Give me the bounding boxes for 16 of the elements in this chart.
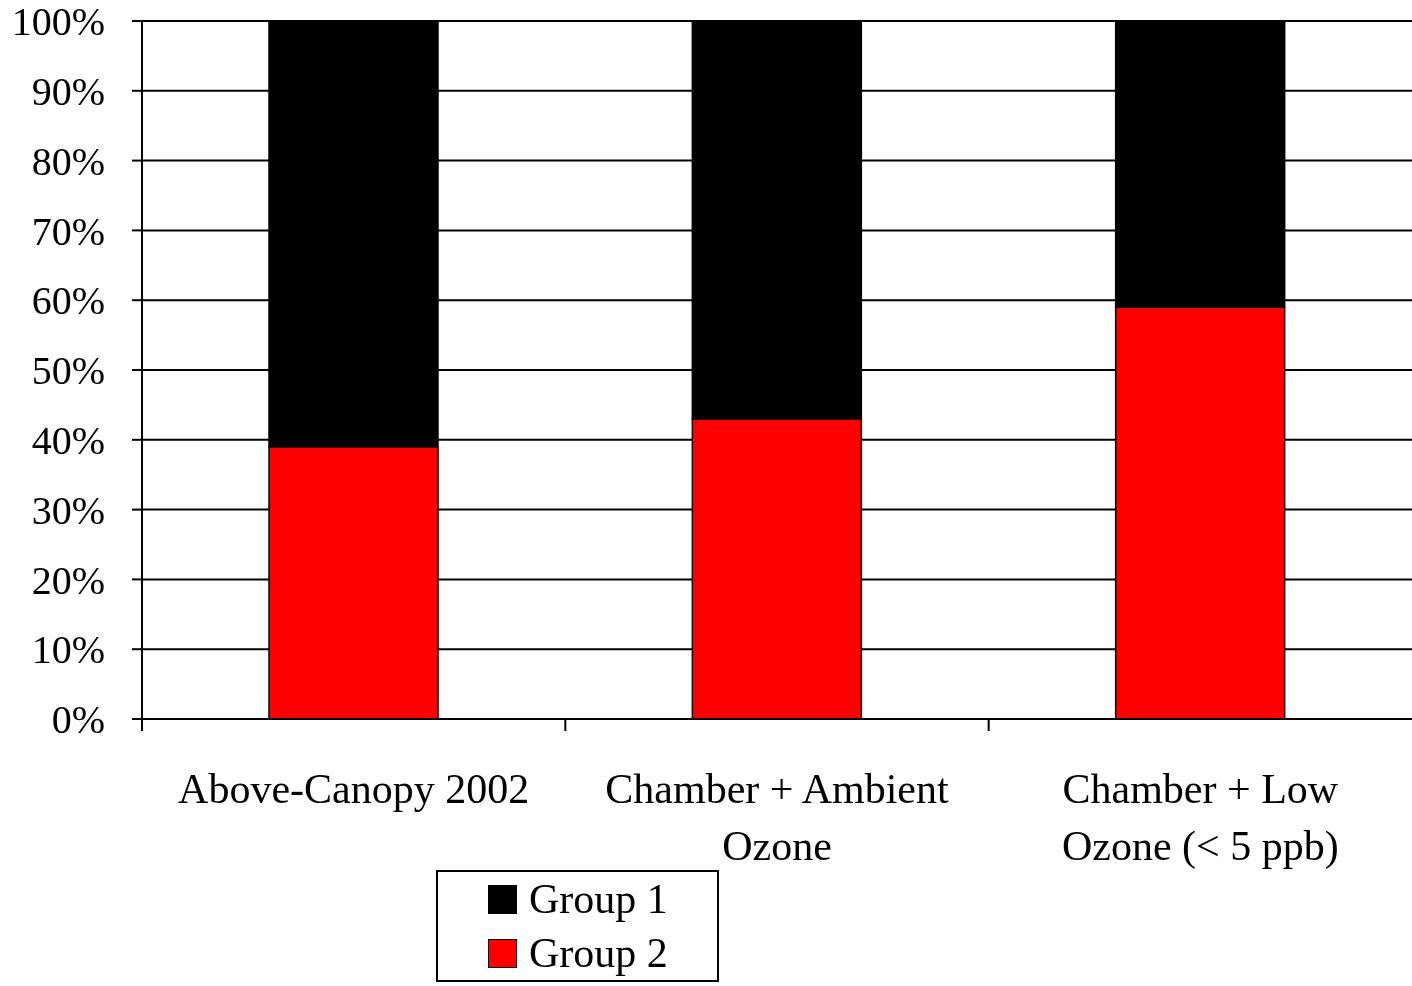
y-tick-label: 60% (31, 278, 105, 324)
y-tick-label: 40% (31, 418, 105, 463)
legend-label: Group 1 (529, 876, 668, 922)
y-tick-label: 20% (31, 557, 105, 603)
y-tick-label: 80% (31, 138, 105, 184)
y-tick-label: 10% (31, 627, 105, 673)
y-tick-label: 50% (31, 348, 105, 394)
y-tick-label: 0% (51, 697, 105, 743)
y-tick-label: 70% (31, 208, 105, 254)
legend-label: Group 2 (529, 930, 668, 976)
y-tick-label: 90% (31, 69, 105, 114)
x-tick-label: Chamber + Low Ozone (< 5 ppb) (1061, 766, 1339, 870)
x-tick-label: Above-Canopy 2002 (178, 766, 530, 812)
y-tick-label: 100% (11, 0, 105, 45)
x-tick-label: Chamber + Ambient Ozone (605, 766, 949, 869)
y-tick-label: 30% (31, 487, 105, 533)
